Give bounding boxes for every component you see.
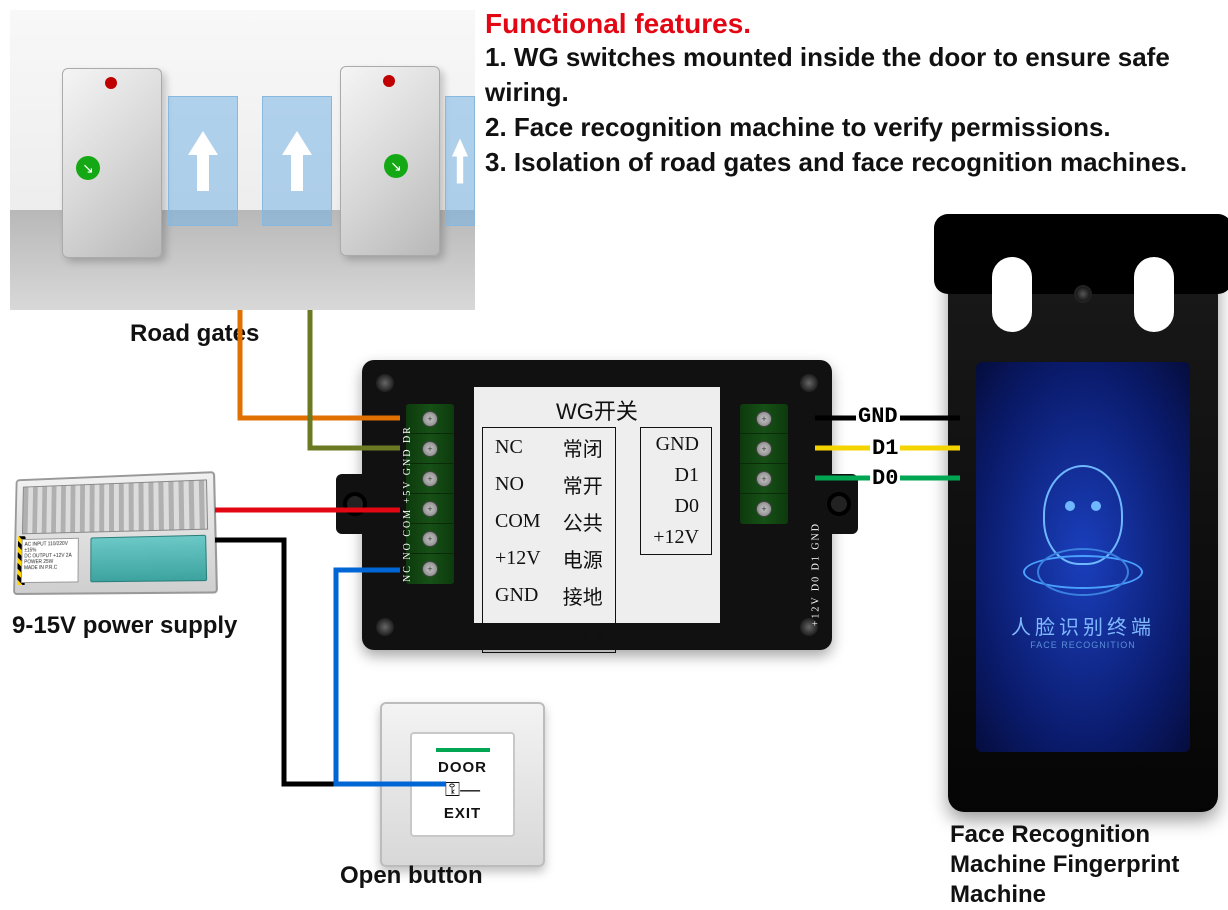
features-line-3: 3. Isolation of road gates and face reco… (485, 145, 1205, 180)
wg-pin-table-left: NC常闭 NO常开 COM公共 +12V电源 GND接地 DR开门 (482, 427, 616, 653)
psu-spec: MADE IN P.R.C (24, 564, 76, 571)
terminal-left-text: NC NO COM +5V GND DR (402, 425, 413, 582)
gate-pass-icon: ↘ (76, 156, 100, 180)
wire-label-gnd: GND (856, 404, 900, 429)
face-device-label: Face Recognition Machine Fingerprint Mac… (950, 820, 1179, 910)
gate-panel-3 (445, 96, 475, 226)
face-screen: 人脸识别终端 FACE RECOGNITION (976, 362, 1190, 752)
open-button-text-bottom: EXIT (444, 805, 481, 822)
wire-psu-gnd (215, 540, 380, 784)
face-led-left (992, 257, 1032, 332)
psu-spec: AC INPUT 110/220V ±15% (24, 541, 76, 554)
features-block: Functional features. 1. WG switches moun… (485, 8, 1205, 180)
face-ring-icon (1023, 555, 1143, 589)
open-button-text-top: DOOR (438, 759, 487, 776)
wg-switch-module: + + + + + + NC NO COM +5V GND DR + + + +… (362, 360, 832, 650)
open-button-image: DOOR ⚿— EXIT (380, 702, 545, 867)
face-camera-icon (1074, 285, 1092, 303)
wire-label-d1: D1 (870, 436, 900, 461)
terminal-block-right: + + + + (740, 404, 788, 524)
face-recognition-device: 人脸识别终端 FACE RECOGNITION (948, 232, 1218, 812)
wire-label-d0: D0 (870, 466, 900, 491)
face-led-right (1134, 257, 1174, 332)
gate-panel-1 (168, 96, 238, 226)
power-supply-image: AC INPUT 110/220V ±15% DC OUTPUT +12V 2A… (13, 471, 218, 595)
power-supply-label: 9-15V power supply (12, 612, 237, 640)
face-screen-title: 人脸识别终端 (1011, 611, 1155, 640)
features-line-2: 2. Face recognition machine to verify pe… (485, 110, 1205, 145)
terminal-block-left: + + + + + + (406, 404, 454, 584)
wg-pin-table-right: GND D1 D0 +12V (640, 427, 712, 555)
features-line-1: 1. WG switches mounted inside the door t… (485, 40, 1205, 110)
face-screen-sub: FACE RECOGNITION (1011, 640, 1155, 650)
wg-label-panel: WG开关 NC常闭 NO常开 COM公共 +12V电源 GND接地 DR开门 G… (472, 385, 722, 625)
key-icon: ⚿— (445, 779, 480, 802)
road-gates-label: Road gates (130, 320, 259, 348)
gate-pass-icon: ↘ (384, 154, 408, 178)
gate-panel-2 (262, 96, 332, 226)
terminal-right-text: +12V D0 D1 GND (810, 522, 821, 626)
open-button-label: Open button (340, 862, 483, 890)
features-title: Functional features. (485, 8, 1205, 40)
